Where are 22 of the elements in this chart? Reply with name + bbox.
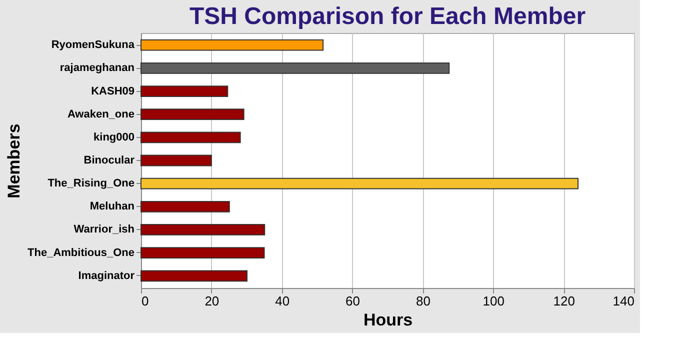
x-tick-label: 120	[553, 294, 575, 308]
chart-title: TSH Comparison for Each Member	[189, 3, 586, 30]
x-tick-label: 20	[204, 294, 220, 308]
y-tick-label: The_Ambitious_One	[28, 246, 134, 259]
y-tick-label: RyomenSukuna	[51, 39, 136, 52]
y-tick-label: The_Rising_One	[48, 178, 134, 190]
x-tick-label: 60	[346, 294, 360, 308]
y-tick-label: Meluhan	[90, 200, 135, 213]
y-tick-label: Warrior_ish	[74, 224, 135, 236]
y-tick-label: Awaken_one	[67, 108, 134, 120]
y-tick-label: rajameghanan	[60, 62, 135, 74]
x-axis-title: Hours	[363, 310, 413, 330]
y-tick-label: Binocular	[84, 154, 136, 166]
y-axis-title: Members	[4, 124, 24, 198]
y-tick-label: KASH09	[91, 85, 134, 98]
y-tick-label: Imaginator	[78, 270, 136, 282]
x-tick-label: 80	[416, 294, 430, 308]
x-tick-label: 40	[275, 294, 290, 308]
x-tick-label: 140	[612, 294, 634, 308]
x-tick-label: 100	[482, 294, 504, 308]
y-tick-label: king000	[94, 131, 134, 144]
x-tick-label: 0	[142, 294, 149, 308]
